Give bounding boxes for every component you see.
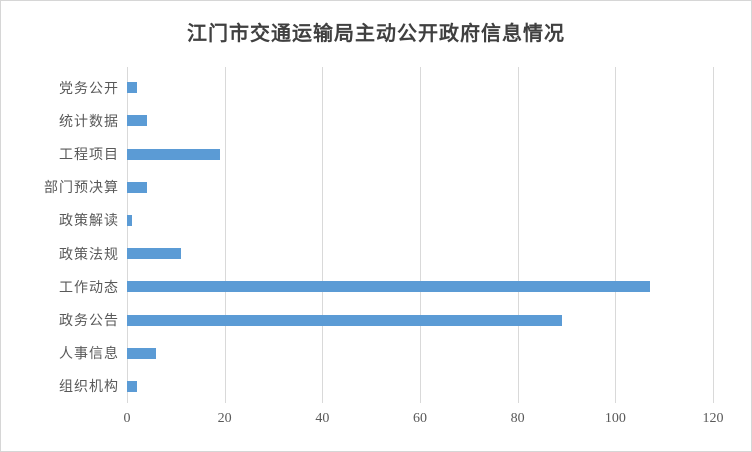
bar-row — [127, 303, 713, 336]
gridline-x-120 — [713, 67, 714, 403]
category-axis-labels: 党务公开统计数据工程项目部门预决算政策解读政策法规工作动态政务公告人事信息组织机… — [1, 71, 119, 403]
category-label: 组织机构 — [59, 380, 119, 396]
gridline-x-60 — [420, 67, 421, 403]
bar-党务公开 — [127, 82, 137, 94]
category-label: 统计数据 — [59, 114, 119, 130]
bar-政策法规 — [127, 248, 181, 260]
category-label: 党务公开 — [59, 81, 119, 97]
category-label: 政务公告 — [59, 314, 119, 330]
x-tick-label: 80 — [510, 411, 525, 426]
category-label: 部门预决算 — [44, 181, 119, 197]
x-tick-label: 0 — [123, 411, 131, 426]
gridline-x-20 — [224, 67, 226, 403]
x-tick-label: 60 — [413, 411, 427, 426]
bar-row — [127, 137, 713, 170]
gridline-x-100 — [615, 67, 617, 403]
bar-政务公告 — [127, 314, 562, 326]
y-axis-line — [127, 67, 128, 403]
plot-area — [127, 67, 714, 403]
category-label: 政策解读 — [59, 214, 119, 230]
bar-row — [127, 370, 713, 403]
bar-row — [127, 337, 713, 370]
bar-row — [127, 237, 713, 270]
bar-部门预决算 — [127, 181, 147, 193]
bar-工程项目 — [127, 148, 220, 160]
bar-工作动态 — [127, 281, 650, 293]
bar-政策解读 — [127, 214, 132, 226]
bar-row — [127, 171, 713, 204]
bar-统计数据 — [127, 115, 147, 127]
x-tick-label: 120 — [702, 411, 724, 426]
bar-row — [127, 104, 713, 137]
x-tick-label: 40 — [315, 411, 330, 426]
gridline-x-40 — [322, 67, 324, 403]
category-label: 工程项目 — [59, 148, 119, 163]
bar-row — [127, 204, 713, 237]
x-tick-label: 20 — [217, 411, 232, 426]
category-label: 政策法规 — [59, 247, 119, 263]
gridline-x-80 — [517, 67, 519, 403]
category-label: 人事信息 — [59, 347, 119, 363]
category-label: 工作动态 — [59, 280, 119, 296]
bar-组织机构 — [127, 380, 137, 392]
bar-人事信息 — [127, 347, 157, 359]
x-axis-tick-labels: 0 20 40 60 80 100 120 — [123, 411, 724, 433]
bar-series — [127, 71, 713, 403]
chart-title: 江门市交通运输局主动公开政府信息情况 — [187, 23, 565, 45]
x-tick-label: 100 — [604, 411, 626, 426]
bar-row — [127, 270, 713, 303]
bar-row — [127, 71, 713, 104]
